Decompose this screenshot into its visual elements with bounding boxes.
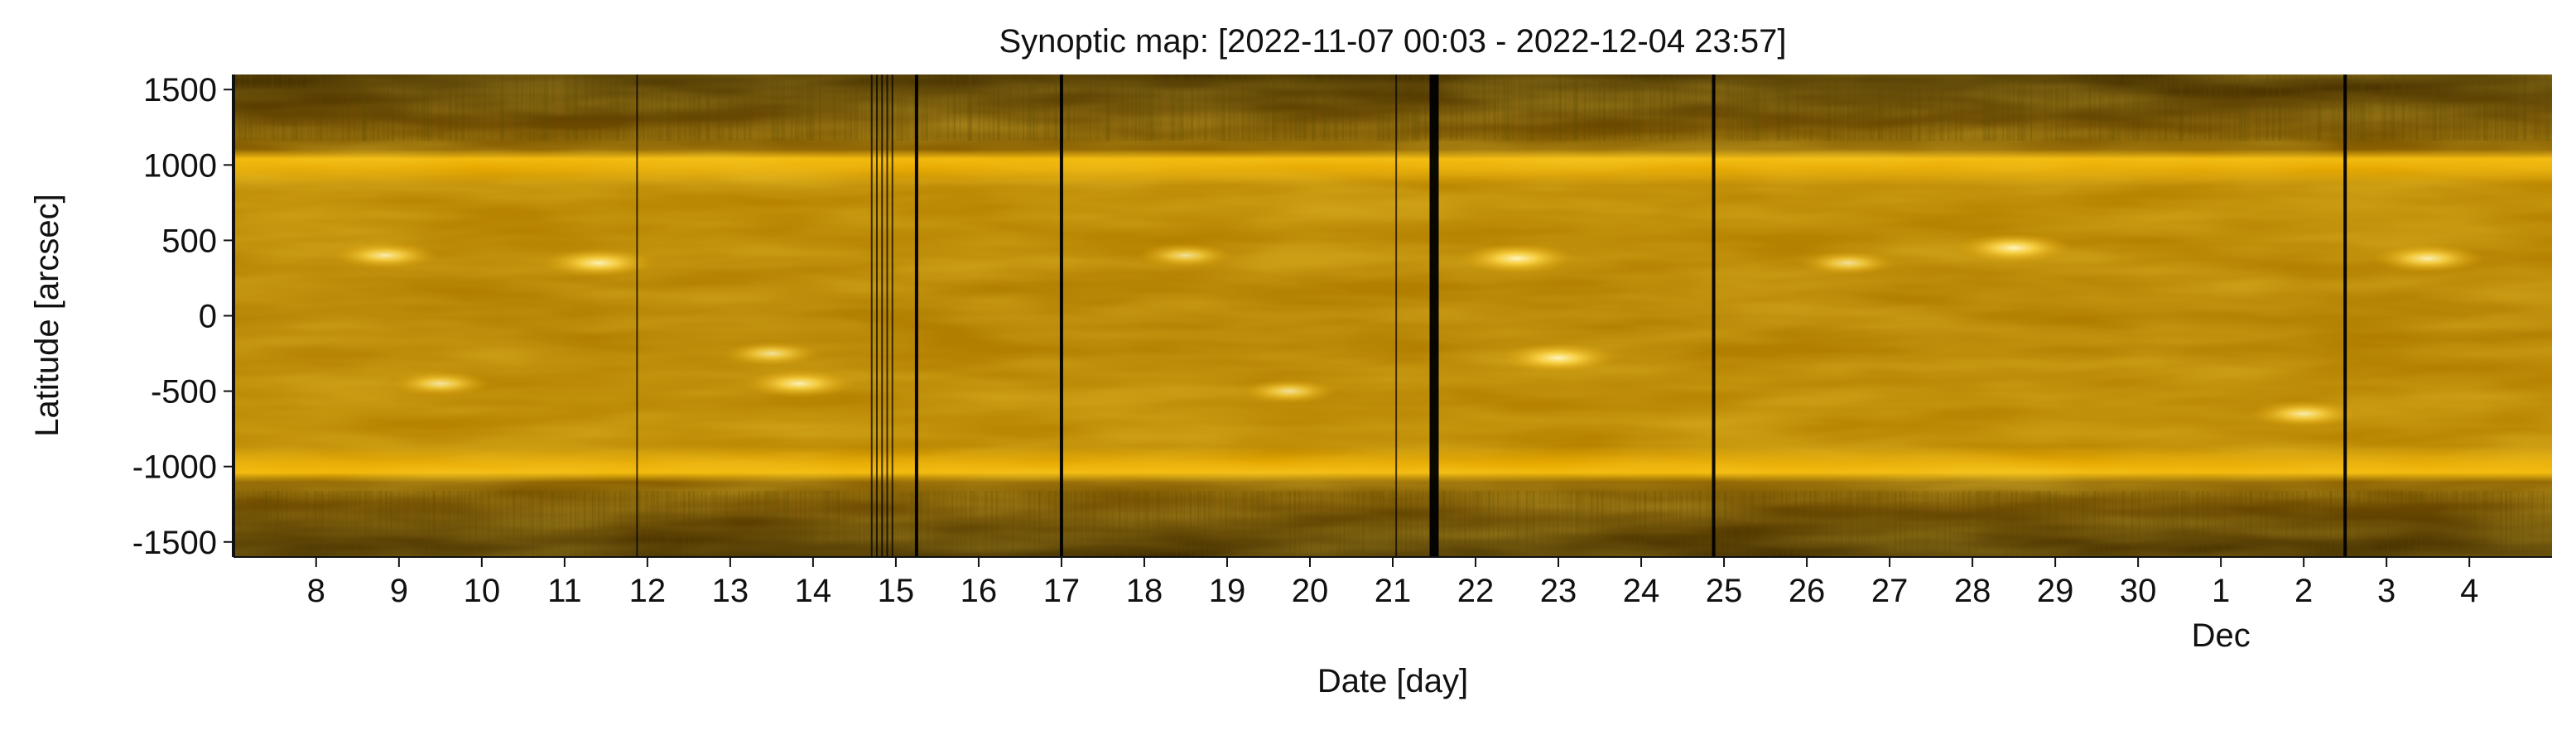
y-tick-label-4: -500 [151, 374, 217, 411]
y-tick-label-2: 500 [161, 223, 217, 259]
x-tick-label-9: 17 [1043, 573, 1081, 609]
bright-region-9 [1800, 250, 1897, 276]
x-tick-label-16: 24 [1623, 573, 1660, 609]
bright-region-3 [744, 369, 855, 398]
x-tick-label-2: 10 [464, 573, 501, 609]
x-tick-label-4: 12 [629, 573, 667, 609]
offlimb-noise-top [234, 74, 2552, 141]
x-tick-label-6: 14 [795, 573, 832, 609]
coronal-texture [234, 74, 2552, 557]
y-tick-label-6: -1500 [132, 525, 217, 561]
x-tick-label-7: 15 [878, 573, 915, 609]
x-tick-label-19: 27 [1871, 573, 1909, 609]
x-tick-label-3: 11 [547, 573, 582, 609]
plot-area [234, 74, 2552, 557]
bright-region-2 [543, 248, 655, 277]
x-tick-label-12: 20 [1292, 573, 1329, 609]
x-axis-label: Date [day] [1317, 663, 1468, 699]
x-tick-label-24: 2 [2294, 573, 2313, 609]
x-month-label: Dec [2192, 617, 2251, 654]
y-tick-label-5: -1000 [132, 449, 217, 486]
x-tick-label-21: 29 [2037, 573, 2074, 609]
bright-region-6 [1240, 378, 1337, 404]
bright-region-8 [1500, 343, 1617, 373]
x-tick-label-22: 30 [2120, 573, 2157, 609]
y-tick-label-0: 1500 [143, 72, 217, 108]
y-ticks: 1500 1000 500 0 -500 -1000 -1500 [132, 72, 234, 561]
x-tick-label-23: 1 [2212, 573, 2230, 609]
x-tick-label-17: 25 [1706, 573, 1743, 609]
x-tick-label-18: 26 [1789, 573, 1826, 609]
x-tick-label-5: 13 [712, 573, 749, 609]
x-tick-label-13: 21 [1375, 573, 1412, 609]
x-tick-label-11: 19 [1209, 573, 1246, 609]
x-tick-label-25: 3 [2377, 573, 2395, 609]
x-tick-label-26: 4 [2460, 573, 2478, 609]
y-tick-label-3: 0 [199, 299, 217, 335]
x-ticks: 8 9 10 11 12 13 14 15 16 17 18 19 20 21 22 23 24 25 26 27 28… [307, 557, 2478, 654]
x-tick-label-20: 28 [1954, 573, 1991, 609]
bright-region-5 [1137, 243, 1234, 268]
bright-region-7 [1459, 243, 1576, 274]
bright-region-11 [2251, 400, 2357, 428]
y-tick-label-1: 1000 [143, 147, 217, 184]
bright-region-4 [723, 341, 820, 366]
x-tick-label-14: 22 [1457, 573, 1495, 609]
x-tick-label-8: 16 [961, 573, 998, 609]
x-tick-label-10: 18 [1126, 573, 1163, 609]
bright-regions [332, 233, 2484, 428]
data-gaps [636, 74, 2347, 557]
chart-title: Synoptic map: [2022-11-07 00:03 - 2022-1… [999, 23, 1786, 60]
bright-region-0 [332, 242, 439, 270]
bright-region-10 [1956, 233, 2073, 263]
y-axis-label: Latitude [arcsec] [29, 194, 65, 437]
offlimb-noise-bottom [234, 491, 2552, 557]
x-tick-label-15: 23 [1540, 573, 1577, 609]
x-tick-label-1: 9 [390, 573, 408, 609]
bright-region-1 [389, 370, 491, 397]
x-tick-label-0: 8 [307, 573, 325, 609]
bright-region-12 [2372, 244, 2484, 273]
